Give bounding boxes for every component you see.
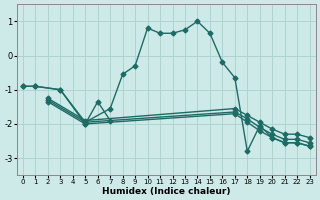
X-axis label: Humidex (Indice chaleur): Humidex (Indice chaleur) <box>102 187 230 196</box>
